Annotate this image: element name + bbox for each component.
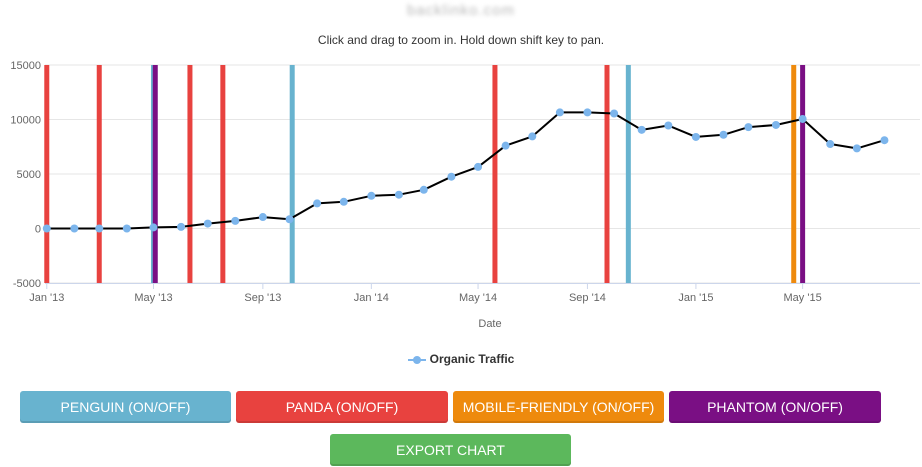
legend-item-organic-traffic[interactable]: Organic Traffic bbox=[429, 352, 515, 366]
x-axis-title: Date bbox=[478, 318, 501, 330]
data-point bbox=[419, 185, 428, 194]
x-tick-label: Sep '13 bbox=[244, 292, 281, 304]
band-mobile-friendly bbox=[791, 65, 797, 283]
y-tick-label: -5000 bbox=[13, 278, 41, 290]
data-point bbox=[339, 197, 348, 206]
data-point bbox=[691, 132, 700, 141]
site-title: backlinko.com bbox=[406, 2, 516, 19]
band-panda bbox=[492, 65, 498, 283]
data-point bbox=[95, 224, 104, 233]
band-panda bbox=[187, 65, 193, 283]
data-point bbox=[555, 108, 564, 117]
data-point bbox=[719, 130, 728, 139]
data-point bbox=[313, 199, 322, 208]
band-phantom bbox=[152, 65, 158, 283]
x-tick-label: May '14 bbox=[459, 292, 497, 304]
organic-traffic-chart[interactable]: -5000 0 5000 10000 15000 Jan '13 May '13 Sep '1… bbox=[0, 0, 922, 340]
data-point bbox=[258, 213, 267, 222]
data-point bbox=[610, 109, 619, 118]
data-point bbox=[583, 108, 592, 117]
mobile-friendly-toggle-button[interactable]: MOBILE-FRIENDLY (ON/OFF) bbox=[453, 391, 664, 423]
x-tick-label: Jan '14 bbox=[354, 292, 389, 304]
x-tick-label: Jan '15 bbox=[678, 292, 713, 304]
data-point bbox=[231, 216, 240, 225]
data-point bbox=[664, 121, 673, 130]
data-point bbox=[177, 222, 186, 231]
data-point bbox=[394, 190, 403, 199]
chart-legend[interactable]: Organic Traffic bbox=[0, 352, 922, 366]
legend-marker-icon bbox=[407, 355, 426, 365]
grid-layer bbox=[45, 64, 920, 284]
x-tick-label: Sep '14 bbox=[569, 292, 606, 304]
data-point bbox=[122, 224, 131, 233]
series-line bbox=[46, 111, 885, 230]
data-point bbox=[528, 132, 537, 141]
band-phantom bbox=[800, 65, 806, 283]
band-panda bbox=[220, 65, 226, 283]
data-point bbox=[447, 172, 456, 181]
band-penguin bbox=[289, 65, 295, 283]
data-point bbox=[203, 219, 212, 228]
data-point bbox=[880, 136, 889, 145]
export-chart-button[interactable]: EXPORT CHART bbox=[330, 434, 571, 466]
series-layer bbox=[42, 108, 889, 233]
data-point bbox=[798, 114, 807, 123]
data-point bbox=[826, 140, 835, 149]
y-tick-label: 15000 bbox=[10, 60, 41, 72]
panda-toggle-button[interactable]: PANDA (ON/OFF) bbox=[236, 391, 448, 423]
data-point bbox=[474, 162, 483, 171]
data-point bbox=[852, 144, 861, 153]
y-tick-label: 5000 bbox=[17, 169, 41, 181]
data-point bbox=[149, 223, 158, 232]
x-tick-label: May '15 bbox=[784, 292, 822, 304]
band-panda bbox=[44, 65, 50, 283]
y-tick-label: 0 bbox=[35, 224, 41, 236]
x-tick-label: Jan '13 bbox=[29, 292, 64, 304]
x-tick-label: May '13 bbox=[134, 292, 172, 304]
update-bands-layer bbox=[44, 65, 806, 283]
data-point bbox=[637, 125, 646, 134]
data-point bbox=[285, 215, 294, 224]
band-panda bbox=[96, 65, 102, 283]
chart-subtitle: Click and drag to zoom in. Hold down shi… bbox=[317, 33, 605, 47]
band-panda bbox=[604, 65, 610, 283]
y-tick-label: 10000 bbox=[10, 115, 41, 127]
phantom-toggle-button[interactable]: PHANTOM (ON/OFF) bbox=[669, 391, 881, 423]
data-point bbox=[70, 224, 79, 233]
data-point bbox=[501, 141, 510, 150]
data-point bbox=[744, 123, 753, 132]
band-penguin bbox=[625, 65, 631, 283]
data-point bbox=[771, 120, 780, 129]
data-point bbox=[42, 224, 51, 233]
data-point bbox=[367, 191, 376, 200]
penguin-toggle-button[interactable]: PENGUIN (ON/OFF) bbox=[20, 391, 231, 423]
axis-layer: -5000 0 5000 10000 15000 Jan '13 May '13 Sep '1… bbox=[10, 60, 920, 304]
